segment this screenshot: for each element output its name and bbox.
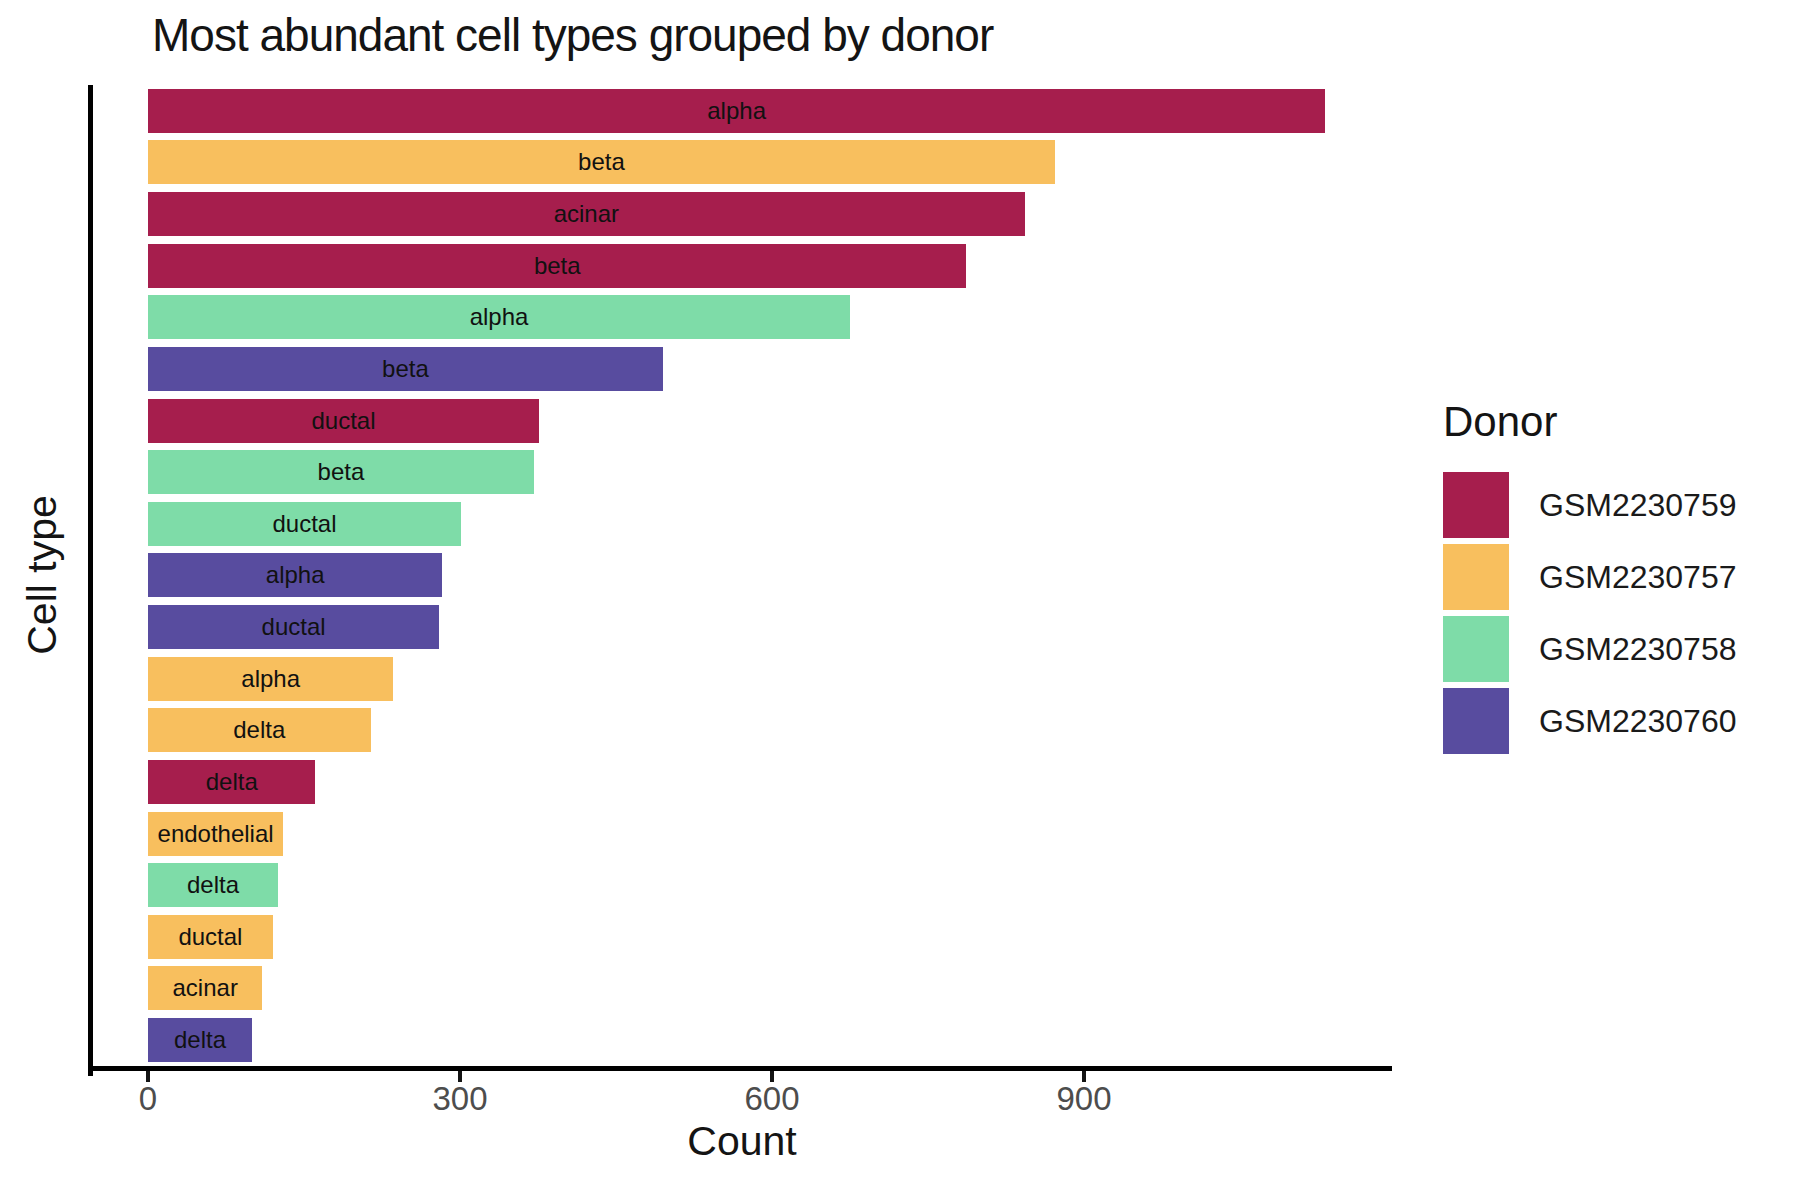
bar-alpha-GSM2230760: alpha	[148, 553, 442, 597]
bar-label: alpha	[470, 303, 529, 331]
legend-title: Donor	[1443, 398, 1736, 446]
bar-alpha-GSM2230759: alpha	[148, 89, 1325, 133]
bar-label: endothelial	[158, 820, 274, 848]
bar-row: beta	[148, 446, 1392, 498]
bar-row: delta	[148, 859, 1392, 911]
bar-row: acinar	[148, 963, 1392, 1015]
bar-beta-GSM2230758: beta	[148, 450, 534, 494]
legend-swatch	[1443, 688, 1509, 754]
chart-page: Most abundant cell types grouped by dono…	[0, 0, 1800, 1200]
bar-row: alpha	[148, 292, 1392, 344]
bar-acinar-GSM2230757: acinar	[148, 966, 262, 1010]
legend-swatch	[1443, 616, 1509, 682]
chart-title: Most abundant cell types grouped by dono…	[152, 8, 993, 62]
bar-row: delta	[148, 1014, 1392, 1066]
legend-swatch	[1443, 472, 1509, 538]
x-axis-title: Count	[687, 1118, 796, 1165]
bar-row: endothelial	[148, 808, 1392, 860]
legend-entries: GSM2230759 GSM2230757 GSM2230758 GSM2230760	[1443, 472, 1736, 760]
bar-label: beta	[578, 148, 625, 176]
bar-label: delta	[206, 768, 258, 796]
bar-alpha-GSM2230758: alpha	[148, 295, 850, 339]
bar-delta-GSM2230757: delta	[148, 708, 371, 752]
bar-row: beta	[148, 343, 1392, 395]
x-tick-label: 0	[139, 1080, 157, 1118]
y-axis-title: Cell type	[19, 495, 66, 655]
bar-row: alpha	[148, 85, 1392, 137]
bar-row: acinar	[148, 188, 1392, 240]
bar-row: alpha	[148, 550, 1392, 602]
bar-row: beta	[148, 240, 1392, 292]
bar-ductal-GSM2230759: ductal	[148, 399, 539, 443]
bar-label: delta	[233, 716, 285, 744]
bar-ductal-GSM2230760: ductal	[148, 605, 439, 649]
bar-ductal-GSM2230758: ductal	[148, 502, 461, 546]
bar-endothelial-GSM2230757: endothelial	[148, 812, 283, 856]
bar-label: acinar	[554, 200, 619, 228]
bar-label: beta	[534, 252, 581, 280]
bar-label: alpha	[266, 561, 325, 589]
legend-entry-GSM2230758: GSM2230758	[1443, 616, 1736, 682]
bar-label: alpha	[241, 665, 300, 693]
legend-label: GSM2230759	[1539, 487, 1736, 524]
x-tick-label: 900	[1056, 1080, 1111, 1118]
bar-row: delta	[148, 756, 1392, 808]
legend-label: GSM2230760	[1539, 703, 1736, 740]
bar-delta-GSM2230760: delta	[148, 1018, 252, 1062]
bar-row: delta	[148, 705, 1392, 757]
bar-row: ductal	[148, 395, 1392, 447]
legend-label: GSM2230757	[1539, 559, 1736, 596]
y-axis-line	[88, 85, 93, 1076]
bar-label: acinar	[173, 974, 238, 1002]
bar-label: ductal	[272, 510, 336, 538]
legend-entry-GSM2230760: GSM2230760	[1443, 688, 1736, 754]
bar-delta-GSM2230758: delta	[148, 863, 278, 907]
bar-label: beta	[318, 458, 365, 486]
bar-label: delta	[174, 1026, 226, 1054]
bar-row: ductal	[148, 601, 1392, 653]
x-axis-line	[88, 1066, 1392, 1071]
bar-plot-area: alphabetaacinarbetaalphabetaductalbetadu…	[148, 85, 1392, 1066]
x-tick-label: 300	[432, 1080, 487, 1118]
legend-entry-GSM2230757: GSM2230757	[1443, 544, 1736, 610]
bar-label: ductal	[262, 613, 326, 641]
bar-alpha-GSM2230757: alpha	[148, 657, 393, 701]
bar-label: beta	[382, 355, 429, 383]
bar-label: ductal	[178, 923, 242, 951]
bar-row: beta	[148, 137, 1392, 189]
bar-label: alpha	[707, 97, 766, 125]
x-tick-label: 600	[744, 1080, 799, 1118]
bar-row: ductal	[148, 911, 1392, 963]
bar-label: delta	[187, 871, 239, 899]
bar-beta-GSM2230757: beta	[148, 140, 1055, 184]
bar-row: alpha	[148, 653, 1392, 705]
bar-beta-GSM2230759: beta	[148, 244, 966, 288]
bar-ductal-GSM2230757: ductal	[148, 915, 273, 959]
bar-label: ductal	[311, 407, 375, 435]
bar-beta-GSM2230760: beta	[148, 347, 663, 391]
legend: Donor GSM2230759GSM2230757GSM2230758GSM2…	[1443, 398, 1736, 760]
legend-entry-GSM2230759: GSM2230759	[1443, 472, 1736, 538]
legend-swatch	[1443, 544, 1509, 610]
bar-acinar-GSM2230759: acinar	[148, 192, 1025, 236]
legend-label: GSM2230758	[1539, 631, 1736, 668]
bar-delta-GSM2230759: delta	[148, 760, 315, 804]
bar-row: ductal	[148, 498, 1392, 550]
